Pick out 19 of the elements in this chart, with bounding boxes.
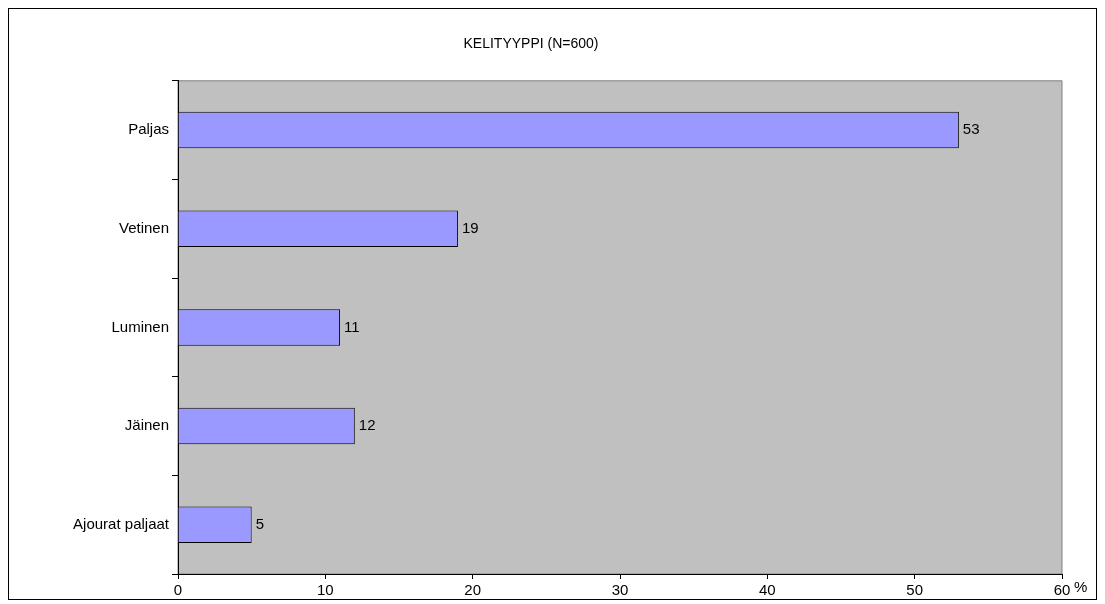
x-tick-label: 40 [758,581,776,599]
y-tick-label: Ajourat paljaat [73,514,170,532]
x-tick-label: 0 [173,581,183,599]
data-label: 12 [358,416,376,434]
x-tick-label: 60 [1053,581,1071,599]
chart-title: KELITYYPPI (N=600) [463,35,599,52]
y-tick-label: Vetinen [118,218,169,236]
x-axis-title: % [1074,578,1088,596]
x-tick-label: 10 [316,581,334,599]
data-label: 53 [962,120,980,138]
y-tick-label: Paljas [128,120,169,138]
data-label: 19 [461,218,479,236]
x-tick-label: 20 [464,581,482,599]
x-tick-label: 30 [611,581,629,599]
y-tick-label: Luminen [111,317,169,335]
x-tick-label: 50 [906,581,924,599]
data-label: 11 [344,317,360,335]
y-tick-label: Jäinen [124,416,169,434]
data-label: 5 [255,514,265,532]
